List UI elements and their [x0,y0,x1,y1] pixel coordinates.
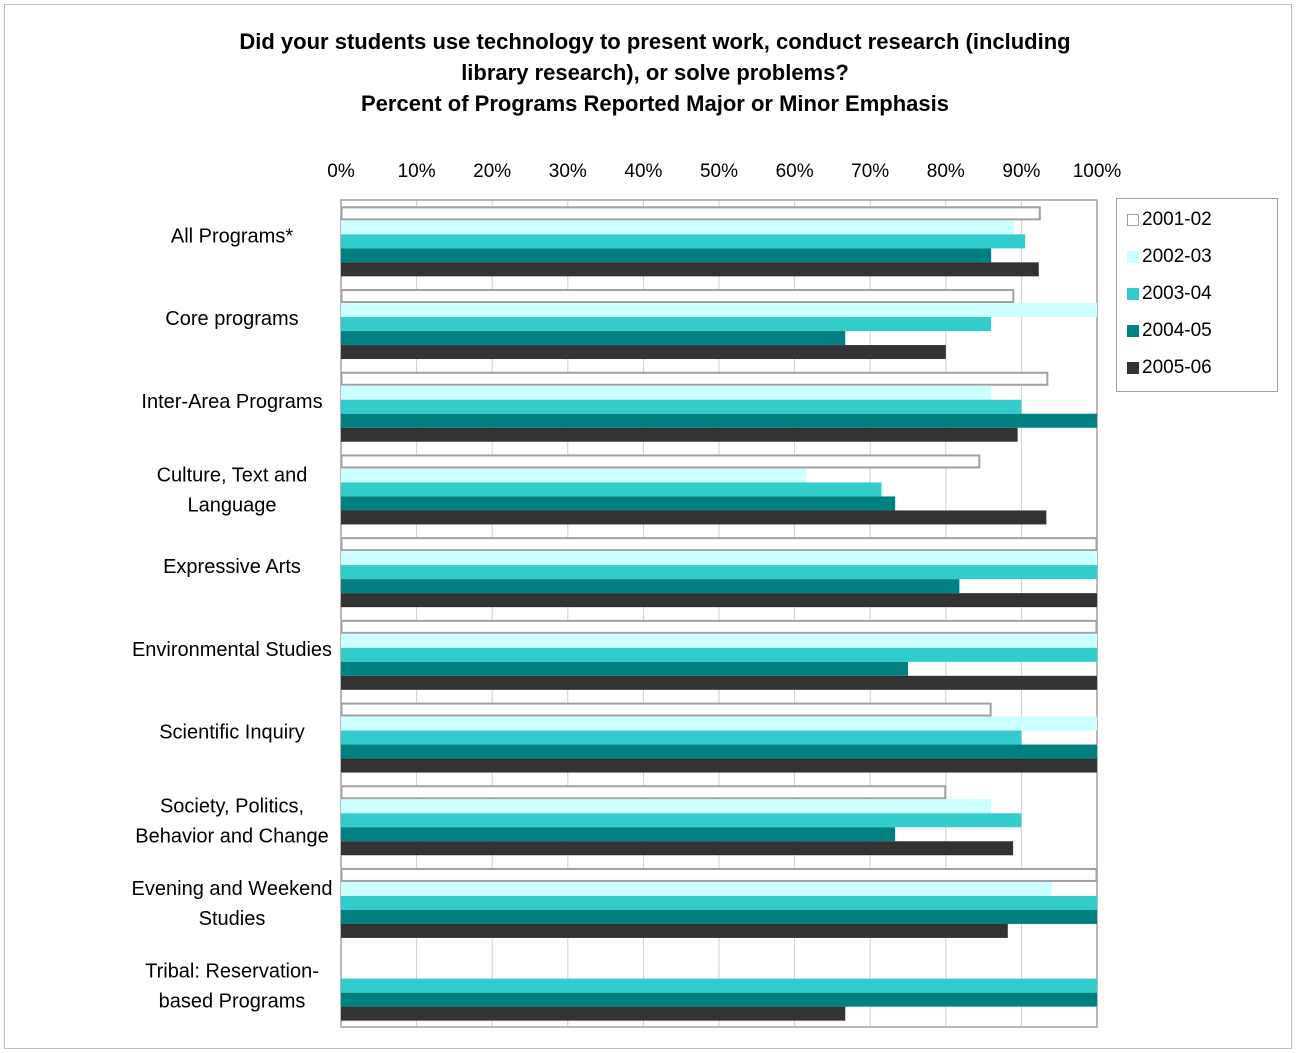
bar-2004-05-3 [341,496,896,511]
bar-2002-03-2 [341,385,992,400]
bar-2003-04-7 [341,813,1022,828]
bar-2001-02-4 [340,537,1098,552]
bar-2004-05-7 [341,827,896,842]
title-line-1: Did your students use technology to pres… [239,29,1071,54]
bar-2005-06-7 [341,841,1014,856]
legend-label: 2005-06 [1142,357,1212,378]
category-label: Culture, Text and [157,464,308,486]
bar-2001-02-6 [340,702,992,717]
x-tick-label: 10% [398,161,436,182]
x-tick-label: 70% [851,161,889,182]
bar-2005-06-9 [341,1006,846,1021]
bar-2004-05-5 [341,661,908,676]
title-line-2: library research), or solve problems? [461,60,849,85]
bar-2003-04-9 [341,978,1097,993]
category-label: Evening and Weekend [132,878,333,900]
bar-2004-05-2 [341,413,1097,428]
category-label: Core programs [165,308,298,330]
x-tick-label: 80% [927,161,965,182]
bar-2001-02-1 [340,289,1015,304]
x-tick-label: 20% [473,161,511,182]
bar-2001-02-5 [340,619,1098,634]
bar-2004-05-1 [341,331,846,346]
bar-2003-04-0 [341,234,1026,249]
category-label: Society, Politics, [160,795,304,817]
bar-2002-03-8 [341,881,1052,896]
legend-swatch [1127,288,1139,300]
bar-2001-02-0 [340,206,1041,221]
bar-2003-04-2 [341,399,1022,414]
bar-2005-06-3 [341,510,1047,525]
bar-2001-02-3 [340,454,981,469]
chart-frame [4,4,1292,1049]
bar-2002-03-1 [341,303,1097,318]
category-label: Inter-Area Programs [141,391,322,413]
category-label: Tribal: Reservation- [145,961,319,983]
bar-2004-05-9 [341,992,1097,1007]
bar-2004-05-0 [341,248,992,263]
bar-2004-05-6 [341,744,1097,759]
category-label: Studies [199,908,266,930]
legend-label: 2002-03 [1142,246,1212,267]
bar-2001-02-8 [340,867,1098,882]
legend-item: 2005-06 [1127,357,1212,379]
bar-2002-03-7 [341,799,992,814]
chart-legend: 2001-02 2002-03 2003-04 2004-05 2005-06 [1116,198,1278,392]
bar-2005-06-0 [341,262,1039,277]
x-tick-label: 30% [549,161,587,182]
chart-title: Did your students use technology to pres… [0,26,1297,119]
bar-2003-04-5 [341,647,1097,662]
bar-2005-06-5 [341,675,1097,690]
plot-area [340,199,1098,1028]
legend-item: 2003-04 [1127,283,1212,305]
category-label: based Programs [159,991,306,1013]
bar-2004-05-4 [341,579,960,594]
x-tick-label: 90% [1002,161,1040,182]
bar-2001-02-2 [340,371,1049,386]
category-label: Expressive Arts [163,556,301,578]
category-label: Scientific Inquiry [159,722,305,744]
bar-2002-03-0 [341,220,1014,235]
legend-item: 2004-05 [1127,320,1212,342]
legend-item: 2002-03 [1127,246,1212,268]
bar-2004-05-8 [341,909,1097,924]
bar-2002-03-3 [341,468,806,483]
bar-2002-03-6 [341,716,1097,731]
bar-2003-04-6 [341,730,1022,745]
category-label: Behavior and Change [135,825,328,847]
legend-item: 2001-02 [1127,209,1212,231]
bar-2003-04-3 [341,482,882,497]
bar-2003-04-1 [341,317,992,332]
bar-2003-04-8 [341,895,1097,910]
bar-2002-03-5 [341,633,1097,648]
category-label: Language [188,494,277,516]
bar-2005-06-6 [341,758,1097,773]
legend-swatch [1127,251,1139,263]
legend-label: 2003-04 [1142,283,1212,304]
bar-2005-06-4 [341,593,1097,608]
bar-2003-04-4 [341,565,1097,580]
bar-2005-06-1 [341,345,946,360]
legend-swatch [1127,362,1139,374]
bar-2001-02-7 [340,785,947,800]
legend-swatch [1127,325,1139,337]
category-label: All Programs* [171,225,293,247]
x-tick-label: 100% [1073,161,1122,182]
bar-2005-06-2 [341,427,1018,442]
bar-2002-03-4 [341,551,1097,566]
x-tick-label: 50% [700,161,738,182]
legend-label: 2001-02 [1142,209,1212,230]
x-tick-label: 0% [327,161,355,182]
bar-2005-06-8 [341,923,1008,938]
legend-label: 2004-05 [1142,320,1212,341]
x-tick-label: 40% [624,161,662,182]
x-tick-label: 60% [776,161,814,182]
title-line-3: Percent of Programs Reported Major or Mi… [360,91,949,116]
category-label: Environmental Studies [132,639,332,661]
legend-swatch [1127,214,1139,226]
